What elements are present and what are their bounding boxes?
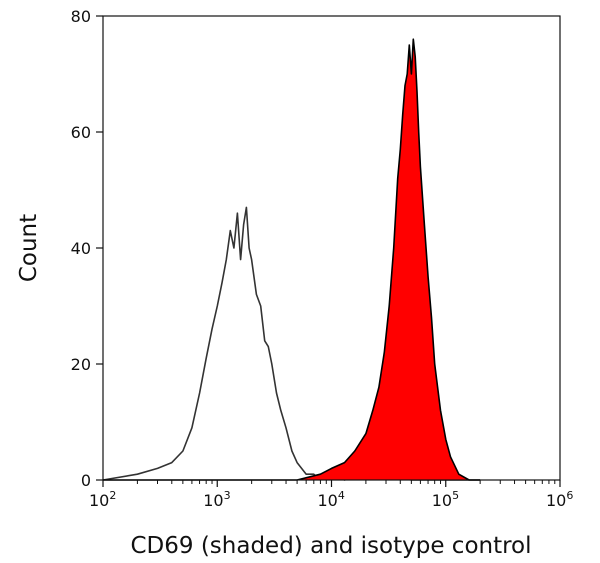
x-tick-label: 106	[546, 489, 573, 510]
x-tick-label: 105	[432, 489, 459, 510]
x-tick-label: 104	[318, 489, 345, 510]
y-tick-label: 40	[71, 239, 91, 258]
y-tick-label: 80	[71, 7, 91, 26]
y-tick-label: 20	[71, 355, 91, 374]
cd69-histogram-outline	[103, 38, 481, 481]
y-tick-label: 0	[81, 471, 91, 490]
plot-frame	[102, 15, 561, 481]
y-axis: 0 20 40 60 80	[71, 7, 103, 490]
y-tick-label: 60	[71, 123, 91, 142]
plot-area	[102, 38, 481, 481]
cd69-shaded-histogram	[103, 39, 481, 480]
y-axis-title: Count	[16, 214, 42, 282]
x-axis: 102 103 104 105 106	[89, 480, 573, 510]
x-axis-title: CD69 (shaded) and isotype control	[130, 533, 531, 559]
x-tick-label: 102	[89, 489, 116, 510]
x-tick-label: 103	[203, 489, 230, 510]
